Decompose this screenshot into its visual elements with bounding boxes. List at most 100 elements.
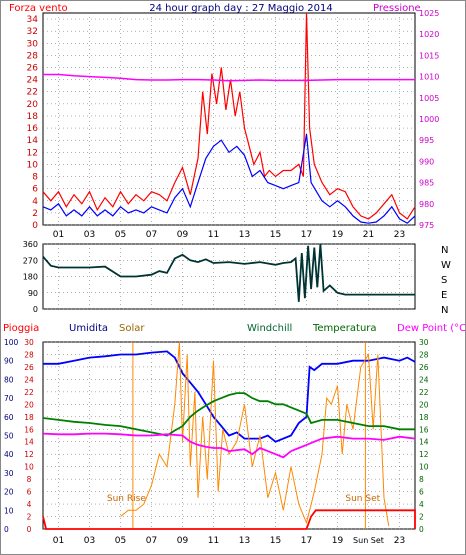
- y-tick-left: 4: [32, 197, 38, 207]
- y-tick-right: 1020: [419, 30, 439, 39]
- y-tick-left: 20: [4, 488, 14, 497]
- x-tick: 13: [239, 230, 250, 240]
- x-tick: 13: [239, 536, 250, 546]
- axis-label-left: Forza vento: [9, 3, 68, 14]
- y-tick-right: 28: [419, 350, 429, 359]
- y-tick-left: 0: [32, 221, 38, 231]
- compass-label: S: [441, 275, 447, 286]
- x-tick: 09: [177, 536, 189, 546]
- y-tick-left: 0: [4, 525, 9, 534]
- y-tick-mid: 16: [24, 425, 34, 434]
- y-tick-right: 22: [419, 388, 429, 397]
- y-tick-left: 22: [27, 88, 38, 98]
- x-tick: 15: [270, 230, 281, 240]
- y-tick-right: 1015: [419, 51, 439, 60]
- series-label: Temperatura: [312, 323, 377, 334]
- y-tick-left: 28: [27, 51, 39, 61]
- y-tick-left: 26: [27, 64, 39, 74]
- y-tick-left: 30: [4, 469, 14, 478]
- compass-label: W: [441, 260, 451, 271]
- y-tick-mid: 8: [27, 475, 32, 484]
- y-tick-direction: 360: [23, 240, 38, 249]
- series-line-2: [43, 73, 415, 82]
- y-tick-right: 26: [419, 363, 429, 372]
- y-tick-mid: 20: [24, 400, 34, 409]
- axis-label-right: Pressione: [373, 3, 421, 14]
- series-line-temperatura: [42, 392, 415, 437]
- sunrise-annotation: Sun Rise: [107, 494, 146, 504]
- y-tick-right: 1025: [419, 9, 439, 18]
- y-tick-left: 100: [4, 338, 19, 347]
- x-tick: 21: [363, 230, 374, 240]
- y-tick-right: 995: [419, 136, 434, 145]
- x-tick: 11: [208, 230, 219, 240]
- y-tick-right: 14: [419, 438, 429, 447]
- chart-title: 24 hour graph day : 27 Maggio 2014: [149, 3, 332, 14]
- compass-label: N: [441, 245, 448, 256]
- x-tick: 01: [53, 230, 64, 240]
- y-tick-right: 4: [419, 500, 424, 509]
- series-line-pioggia: [42, 509, 416, 530]
- x-tick: 09: [177, 230, 189, 240]
- x-tick: 07: [146, 536, 157, 546]
- y-tick-left: 90: [4, 357, 14, 366]
- y-tick-direction: 0: [33, 305, 38, 314]
- y-tick-direction: 90: [28, 289, 38, 298]
- sunset-annotation: Sun Set: [345, 494, 380, 504]
- y-tick-right: 990: [419, 157, 434, 166]
- x-tick: 17: [301, 230, 312, 240]
- series-label: Solar: [119, 323, 145, 334]
- x-tick: 11: [208, 536, 219, 546]
- x-tick: 03: [84, 536, 95, 546]
- y-tick-right: 2: [419, 513, 424, 522]
- y-tick-left: 10: [27, 160, 39, 170]
- plot-frame-wind: [42, 12, 416, 226]
- y-tick-mid: 30: [24, 338, 34, 347]
- series-line-solar: [120, 341, 390, 526]
- y-tick-mid: 28: [24, 350, 34, 359]
- y-tick-mid: 12: [24, 450, 34, 459]
- series-line-dew-point: [42, 432, 416, 459]
- y-tick-mid: 22: [24, 388, 34, 397]
- compass-label: E: [441, 290, 447, 301]
- compass-label: N: [441, 305, 448, 316]
- y-tick-mid: 24: [24, 375, 34, 384]
- y-tick-right: 16: [419, 425, 429, 434]
- y-tick-right: 980: [419, 200, 434, 209]
- y-tick-left: 80: [4, 375, 14, 384]
- y-tick-left: 60: [4, 413, 14, 422]
- y-tick-mid: 6: [27, 488, 32, 497]
- y-tick-right: 10: [419, 463, 429, 472]
- y-tick-left: 10: [4, 506, 14, 515]
- series-label: Umidita: [69, 323, 108, 334]
- x-tick: 07: [146, 230, 157, 240]
- y-tick-right: 975: [419, 221, 434, 230]
- y-tick-mid: 18: [24, 413, 34, 422]
- y-tick-right: 985: [419, 179, 434, 188]
- y-tick-left: 12: [27, 148, 38, 158]
- y-tick-left: 20: [27, 100, 39, 110]
- y-tick-left: 50: [4, 432, 14, 441]
- x-tick: 01: [53, 536, 64, 546]
- y-tick-left: 14: [27, 136, 39, 146]
- y-tick-right: 1005: [419, 94, 439, 103]
- y-tick-left: 6: [32, 185, 38, 195]
- x-tick: 23: [394, 230, 405, 240]
- series-line-0: [42, 12, 416, 220]
- y-tick-mid: 26: [24, 363, 34, 372]
- y-tick-right: 0: [419, 525, 424, 534]
- y-tick-right: 1000: [419, 115, 439, 124]
- y-tick-mid: 14: [24, 438, 34, 447]
- y-tick-left: 2: [32, 209, 38, 219]
- y-tick-left: 18: [27, 112, 39, 122]
- y-tick-left: 34: [27, 15, 39, 25]
- x-tick: 19: [332, 536, 344, 546]
- y-tick-left: 40: [4, 450, 14, 459]
- x-tick: 05: [115, 230, 126, 240]
- x-tick: 03: [84, 230, 95, 240]
- x-tick: 19: [332, 230, 344, 240]
- series-line-umidita: [43, 350, 416, 443]
- y-tick-mid: 2: [27, 513, 32, 522]
